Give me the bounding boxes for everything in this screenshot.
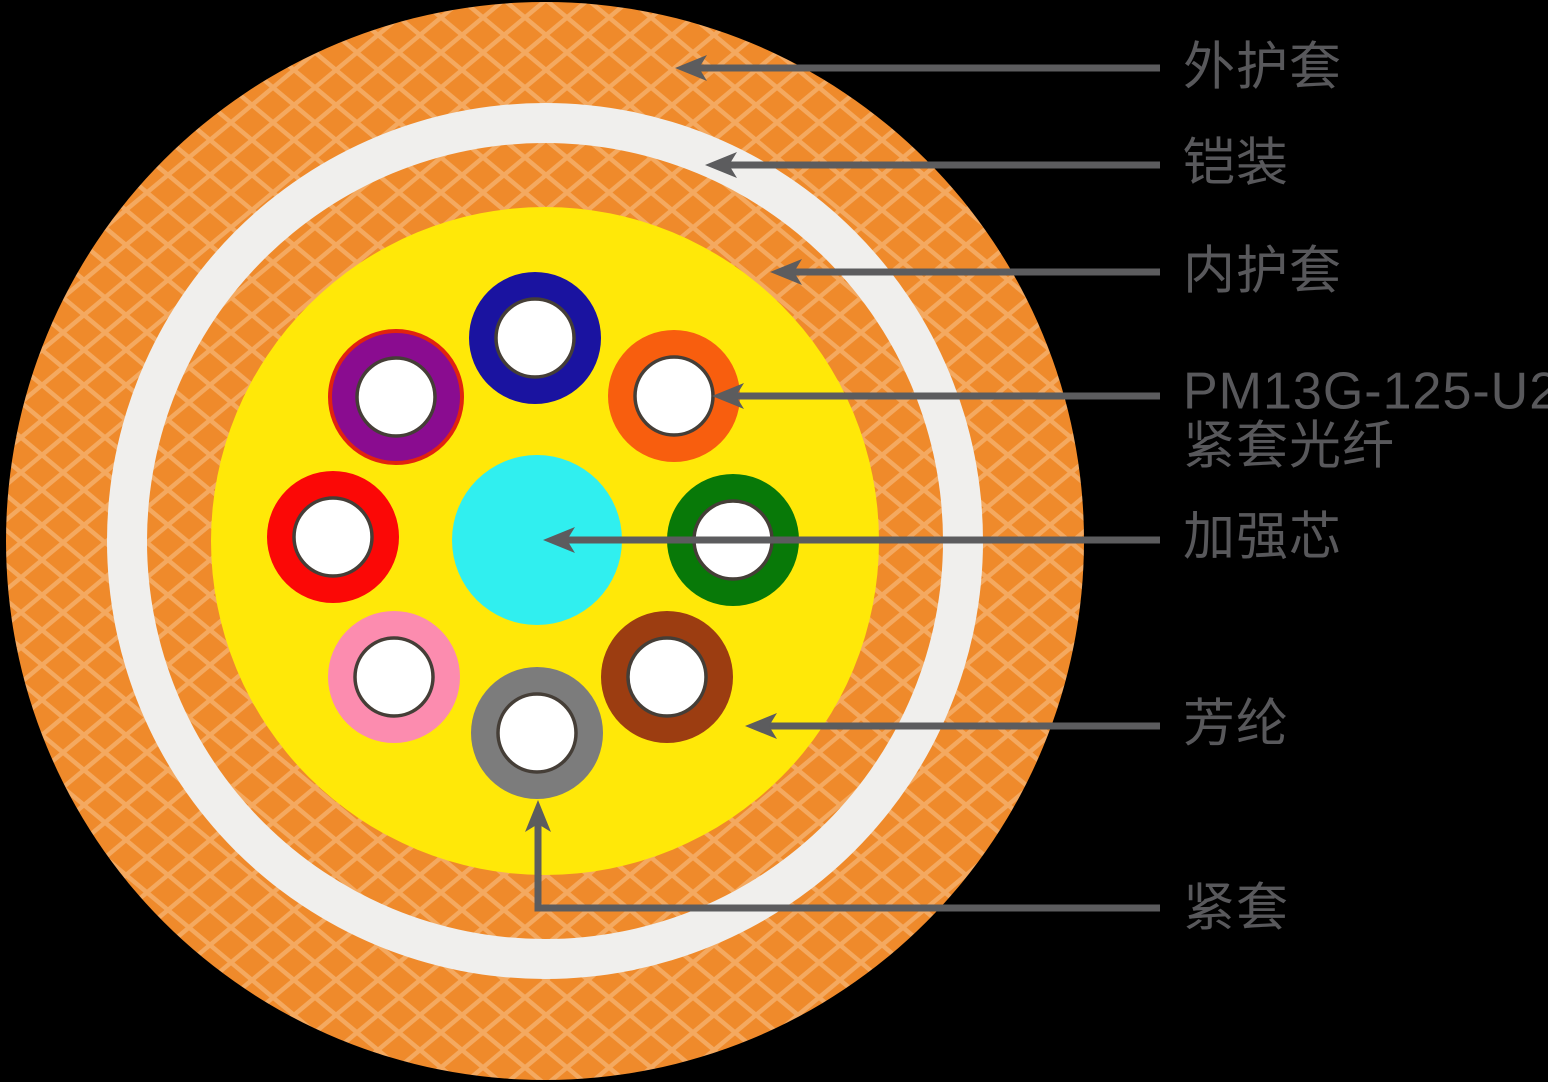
fiber-brown	[601, 611, 733, 743]
label-armor: 铠装	[1183, 134, 1290, 193]
fiber-red	[267, 471, 399, 603]
label-buffered-fiber-line1: PM13G-125-U25	[1183, 362, 1548, 421]
label-buffered-fiber-line2: 紧套光纤	[1183, 417, 1396, 476]
fiber-orange	[608, 330, 740, 462]
fiber-purple	[328, 329, 464, 465]
fiber-orange-core	[633, 355, 715, 437]
label-inner-jacket: 内护套	[1183, 242, 1343, 301]
label-outer-jacket: 外护套	[1183, 38, 1343, 97]
fiber-pink-core	[353, 636, 435, 718]
label-tight-buffer: 紧套	[1183, 879, 1290, 938]
fiber-blue-core	[494, 297, 576, 379]
fiber-red-core	[292, 496, 374, 578]
fiber-brown-core	[626, 636, 708, 718]
fiber-blue	[469, 272, 601, 404]
fiber-purple-core	[355, 356, 437, 438]
label-strength-member: 加强芯	[1183, 508, 1343, 567]
strength-core-circle	[452, 455, 622, 625]
label-aramid: 芳纶	[1183, 695, 1290, 754]
leader-tight-buffer	[525, 800, 1160, 912]
fiber-gray-core	[496, 692, 578, 774]
fiber-gray	[471, 667, 603, 799]
fiber-pink	[328, 611, 460, 743]
